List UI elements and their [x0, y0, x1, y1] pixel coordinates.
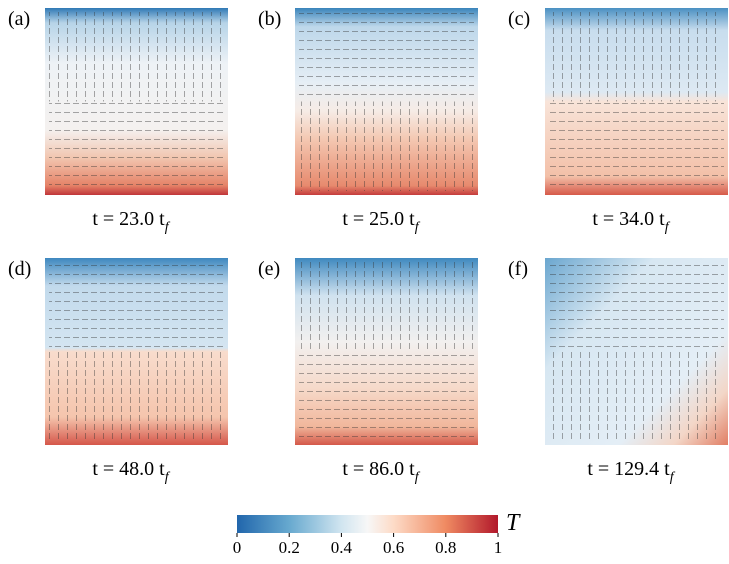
panel: (c) t = 34.0 tf [508, 8, 728, 235]
velocity-arrows [549, 12, 724, 102]
velocity-arrows [549, 262, 724, 352]
panel-label: (f) [508, 258, 528, 280]
time-subscript: f [415, 470, 421, 485]
panel-label: (e) [258, 258, 280, 280]
time-caption: t = 86.0 tf [342, 458, 420, 485]
time-caption: t = 23.0 tf [92, 208, 170, 235]
colorbar-tick-label: 0.4 [331, 538, 353, 557]
panel-label: (a) [8, 8, 30, 30]
colorbar-gradient [237, 515, 498, 533]
velocity-arrows [299, 12, 474, 102]
panel: (a) t = 23.0 tf [8, 8, 228, 235]
velocity-arrows [49, 101, 224, 191]
colorbar-tick-label: 1 [494, 538, 503, 557]
time-text: t = 129.4 t [587, 458, 670, 480]
colorbar-tick-label: 0.2 [279, 538, 300, 557]
colorbar-tick-label: 0.8 [435, 538, 456, 557]
time-caption: t = 34.0 tf [592, 208, 670, 235]
panel-label: (d) [8, 258, 31, 280]
velocity-arrows [549, 101, 724, 191]
panels: (a)t = 23.0 tf(b)t = 25.0 tf(c)t = 34.0 … [8, 8, 728, 485]
panel: (b) t = 25.0 tf [258, 8, 478, 235]
time-subscript: f [165, 470, 171, 485]
velocity-arrows [49, 351, 224, 441]
panel: (f) t = 129.4 tf [508, 258, 728, 485]
velocity-arrows [299, 101, 474, 191]
velocity-arrows [49, 12, 224, 102]
time-subscript: f [670, 470, 676, 485]
panel: (d) t = 48.0 tf [8, 258, 228, 485]
time-text: t = 34.0 t [592, 208, 665, 230]
time-text: t = 25.0 t [342, 208, 415, 230]
colorbar-tick-label: 0 [233, 538, 242, 557]
colorbar-label: T [506, 510, 521, 536]
time-caption: t = 129.4 tf [587, 458, 675, 485]
panel-label: (c) [508, 8, 530, 30]
velocity-arrows [299, 351, 474, 441]
time-subscript: f [415, 220, 421, 235]
colorbar-tick-label: 0.6 [383, 538, 404, 557]
panel-label: (b) [258, 8, 281, 30]
time-text: t = 48.0 t [92, 458, 165, 480]
velocity-arrows [49, 262, 224, 352]
colorbar: T 0 0.2 0.4 0.6 0.8 1 [233, 510, 521, 557]
velocity-arrows [299, 262, 474, 352]
time-subscript: f [165, 220, 171, 235]
time-caption: t = 48.0 tf [92, 458, 170, 485]
time-caption: t = 25.0 tf [342, 208, 420, 235]
time-text: t = 86.0 t [342, 458, 415, 480]
time-subscript: f [665, 220, 671, 235]
velocity-arrows [549, 351, 724, 441]
time-text: t = 23.0 t [92, 208, 165, 230]
panel: (e) t = 86.0 tf [258, 258, 478, 485]
